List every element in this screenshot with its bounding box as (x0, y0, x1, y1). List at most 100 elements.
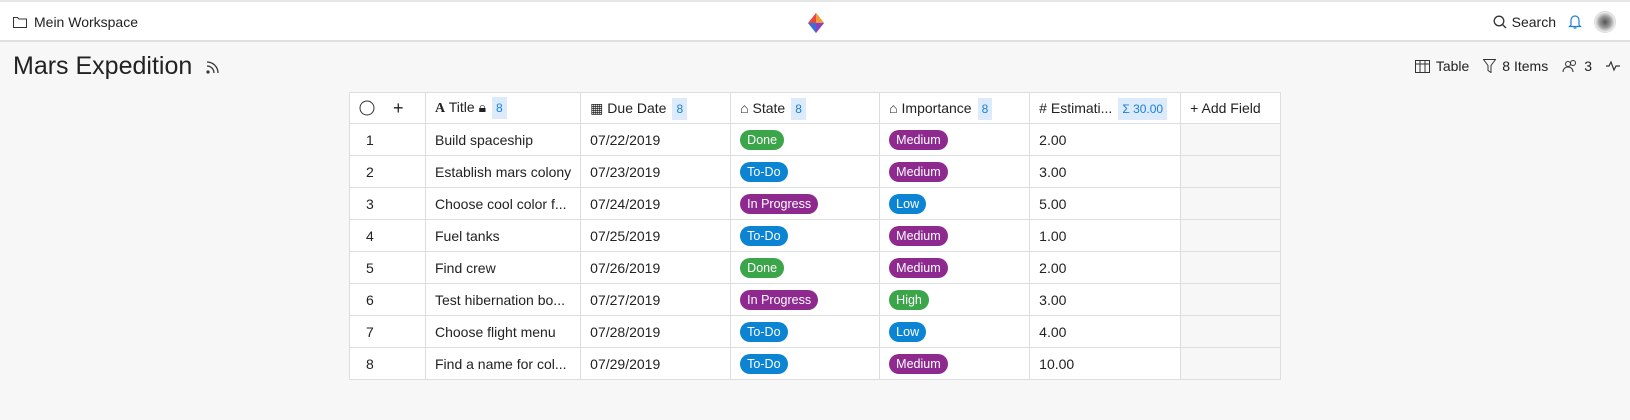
importance-cell[interactable]: Medium (879, 155, 1031, 188)
app-logo-icon[interactable] (808, 13, 824, 33)
row-number[interactable]: 3 (349, 187, 426, 220)
importance-cell[interactable]: High (879, 283, 1031, 316)
view-switch[interactable]: Table (1414, 58, 1469, 74)
state-badge: Done (740, 129, 785, 150)
due-date-cell[interactable]: 07/27/2019 (580, 283, 732, 316)
column-estimation-label: Estimati... (1050, 100, 1113, 116)
importance-badge: Medium (889, 161, 948, 182)
search-button[interactable]: Search (1493, 14, 1556, 30)
table-row[interactable]: 7 Choose flight menu 07/28/2019 To-Do Lo… (349, 315, 1282, 348)
lock-icon: 🔒︎ (478, 99, 487, 115)
column-estimation[interactable]: # Estimati... Σ 30.00 (1029, 92, 1182, 124)
table-row[interactable]: 6 Test hibernation bo... 07/27/2019 In P… (349, 283, 1282, 316)
top-bar: Mein Workspace Search (0, 0, 1630, 42)
table-header: + A Title 🔒︎ 8 ▦ Due Date 8 ⌂ State 8 ⌂ Imp… (349, 92, 1282, 124)
add-field-label: Add Field (1201, 100, 1261, 116)
bell-icon[interactable] (1568, 14, 1582, 30)
table-row[interactable]: 3 Choose cool color f... 07/24/2019 In P… (349, 187, 1282, 220)
state-badge: To-Do (740, 353, 788, 374)
importance-badge: High (889, 289, 929, 310)
select-all-circle-icon[interactable] (359, 100, 375, 116)
items-count: 8 Items (1502, 58, 1549, 74)
state-badge: In Progress (740, 289, 819, 310)
row-number[interactable]: 4 (349, 219, 426, 252)
row-number[interactable]: 2 (349, 155, 426, 188)
members-button[interactable]: 3 (1562, 58, 1592, 74)
column-state[interactable]: ⌂ State 8 (730, 92, 881, 124)
state-cell[interactable]: In Progress (730, 283, 881, 316)
state-count-badge: 8 (791, 98, 806, 120)
workspace-link[interactable]: Mein Workspace (13, 14, 138, 30)
text-type-icon: A (435, 101, 446, 116)
empty-cell (1180, 219, 1282, 252)
column-title[interactable]: A Title 🔒︎ 8 (424, 92, 582, 124)
add-field-button[interactable]: + Add Field (1180, 92, 1282, 124)
title-cell[interactable]: Choose cool color f... (424, 187, 582, 220)
estimation-cell[interactable]: 2.00 (1029, 123, 1182, 156)
estimation-cell[interactable]: 3.00 (1029, 283, 1182, 316)
title-cell[interactable]: Establish mars colony (424, 155, 582, 188)
title-cell[interactable]: Choose flight menu (424, 315, 582, 348)
folder-icon (13, 17, 27, 28)
title-count-badge: 8 (492, 97, 507, 119)
importance-cell[interactable]: Medium (879, 219, 1031, 252)
table-icon (1414, 59, 1430, 73)
table-row[interactable]: 2 Establish mars colony 07/23/2019 To-Do… (349, 155, 1282, 188)
state-cell[interactable]: To-Do (730, 315, 881, 348)
state-cell[interactable]: To-Do (730, 347, 881, 380)
title-cell[interactable]: Test hibernation bo... (424, 283, 582, 316)
avatar[interactable] (1594, 11, 1616, 33)
activity-icon[interactable] (1606, 60, 1620, 72)
importance-cell[interactable]: Medium (879, 123, 1031, 156)
title-cell[interactable]: Build spaceship (424, 123, 582, 156)
column-due-date[interactable]: ▦ Due Date 8 (580, 92, 732, 124)
estimation-cell[interactable]: 5.00 (1029, 187, 1182, 220)
due-date-cell[interactable]: 07/22/2019 (580, 123, 732, 156)
due-date-cell[interactable]: 07/26/2019 (580, 251, 732, 284)
table-row[interactable]: 1 Build spaceship 07/22/2019 Done Medium… (349, 123, 1282, 156)
title-cell[interactable]: Fuel tanks (424, 219, 582, 252)
empty-cell (1180, 187, 1282, 220)
tag-icon: ⌂ (889, 100, 898, 116)
importance-cell[interactable]: Low (879, 187, 1031, 220)
state-cell[interactable]: To-Do (730, 155, 881, 188)
estimation-cell[interactable]: 2.00 (1029, 251, 1182, 284)
due-date-cell[interactable]: 07/29/2019 (580, 347, 732, 380)
estimation-cell[interactable]: 1.00 (1029, 219, 1182, 252)
rss-icon[interactable] (206, 60, 220, 74)
filter-button[interactable]: 8 Items (1483, 58, 1548, 74)
importance-cell[interactable]: Low (879, 315, 1031, 348)
column-importance[interactable]: ⌂ Importance 8 (879, 92, 1031, 124)
add-row-icon[interactable]: + (393, 97, 404, 118)
state-cell[interactable]: Done (730, 123, 881, 156)
empty-cell (1180, 283, 1282, 316)
tag-icon: ⌂ (740, 100, 749, 116)
empty-cell (1180, 155, 1282, 188)
title-cell[interactable]: Find crew (424, 251, 582, 284)
empty-cell (1180, 123, 1282, 156)
column-importance-label: Importance (901, 100, 972, 116)
state-badge: To-Do (740, 225, 788, 246)
due-date-cell[interactable]: 07/25/2019 (580, 219, 732, 252)
title-cell[interactable]: Find a name for col... (424, 347, 582, 380)
estimation-cell[interactable]: 3.00 (1029, 155, 1182, 188)
table-row[interactable]: 8 Find a name for col... 07/29/2019 To-D… (349, 347, 1282, 380)
state-badge: In Progress (740, 193, 819, 214)
state-cell[interactable]: Done (730, 251, 881, 284)
importance-cell[interactable]: Medium (879, 347, 1031, 380)
row-number[interactable]: 8 (349, 347, 426, 380)
state-cell[interactable]: In Progress (730, 187, 881, 220)
importance-cell[interactable]: Medium (879, 251, 1031, 284)
state-cell[interactable]: To-Do (730, 219, 881, 252)
row-number[interactable]: 6 (349, 283, 426, 316)
due-date-cell[interactable]: 07/24/2019 (580, 187, 732, 220)
row-number[interactable]: 1 (349, 123, 426, 156)
row-number[interactable]: 7 (349, 315, 426, 348)
estimation-cell[interactable]: 10.00 (1029, 347, 1182, 380)
estimation-cell[interactable]: 4.00 (1029, 315, 1182, 348)
due-date-cell[interactable]: 07/28/2019 (580, 315, 732, 348)
table-row[interactable]: 4 Fuel tanks 07/25/2019 To-Do Medium 1.0… (349, 219, 1282, 252)
due-date-cell[interactable]: 07/23/2019 (580, 155, 732, 188)
table-row[interactable]: 5 Find crew 07/26/2019 Done Medium 2.00 (349, 251, 1282, 284)
row-number[interactable]: 5 (349, 251, 426, 284)
